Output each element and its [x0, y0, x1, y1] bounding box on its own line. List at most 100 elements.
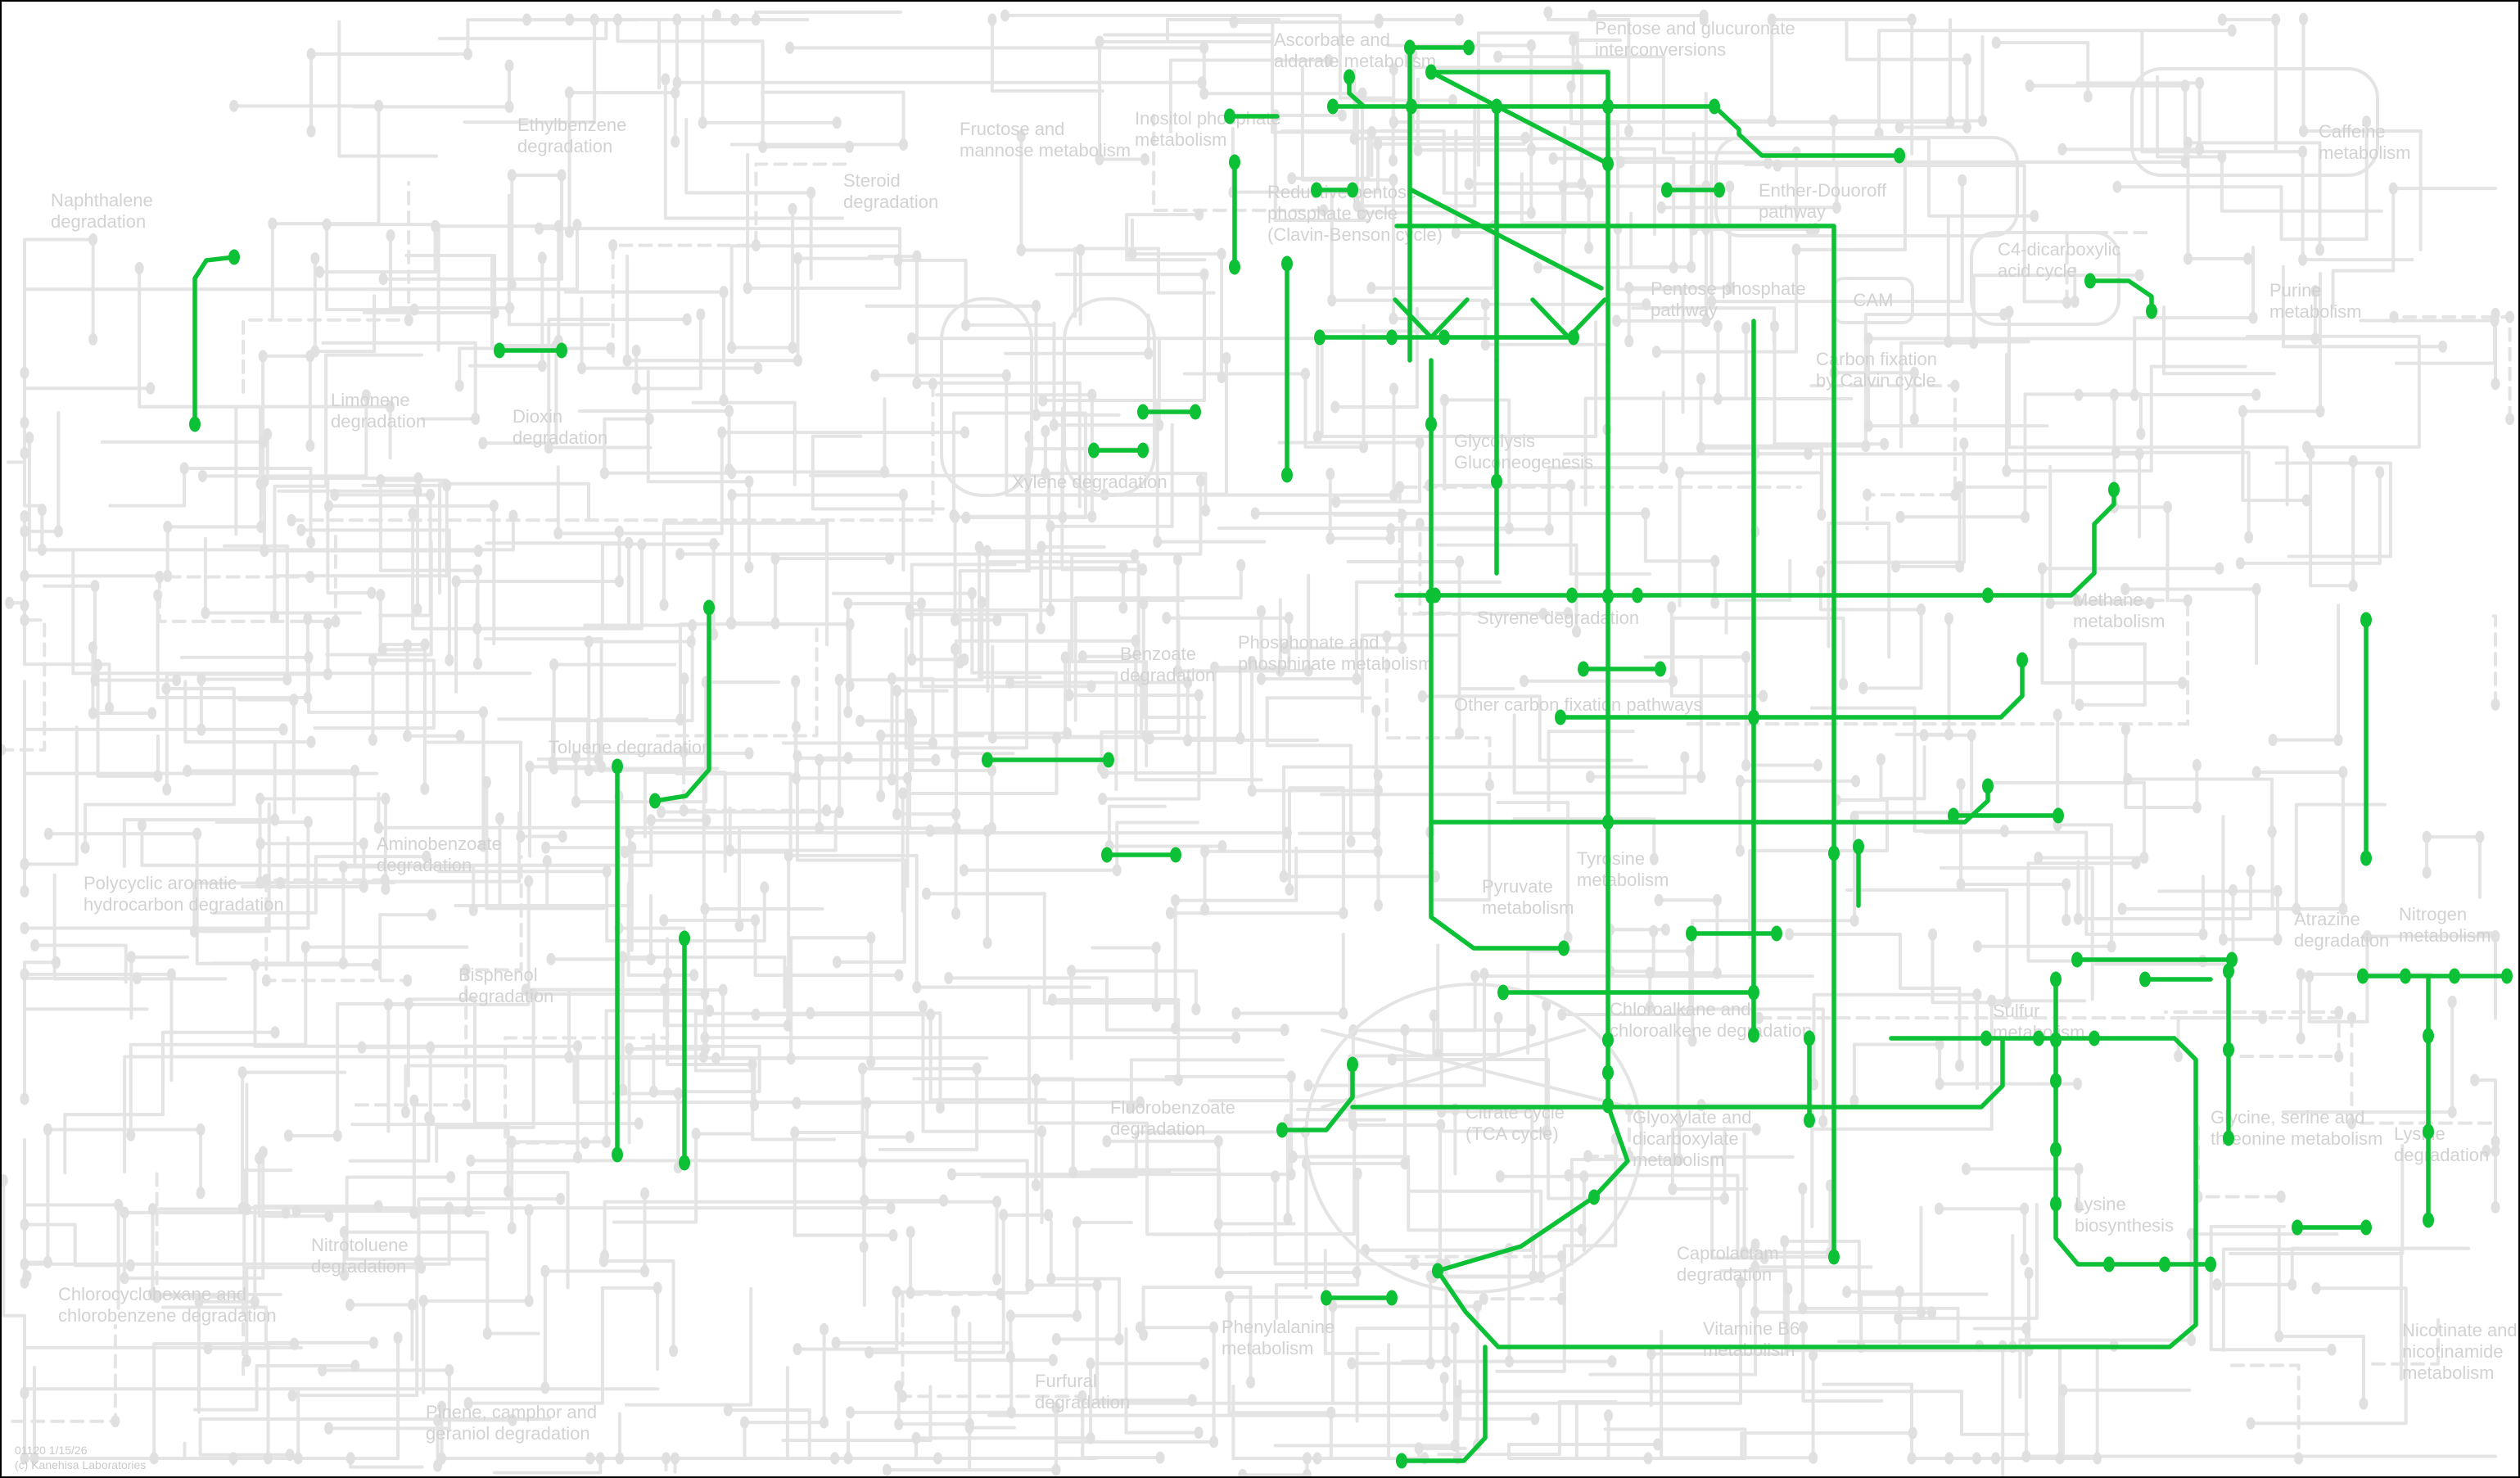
compound-node[interactable] [556, 342, 567, 359]
compound-node[interactable] [1555, 709, 1566, 725]
compound-node[interactable] [1229, 154, 1240, 170]
compound-node[interactable] [1602, 1032, 1614, 1048]
pathway-label-phenylalanine-metabolism[interactable]: Phenylalanine metabolism [1222, 1317, 1335, 1358]
compound-node[interactable] [1948, 807, 1959, 824]
compound-node[interactable] [1661, 182, 1673, 198]
pathway-label-methane-metabolism[interactable]: Methane metabolism [2073, 590, 2165, 631]
pathway-label-benzoate-degradation[interactable]: Benzoate degradation [1120, 644, 1215, 685]
highlighted-pathway-nodes[interactable] [189, 39, 2513, 1469]
highlighted-pathway-edge[interactable] [1558, 658, 2025, 720]
compound-node[interactable] [1190, 404, 1201, 420]
compound-node[interactable] [1347, 182, 1358, 198]
compound-node[interactable] [612, 758, 623, 775]
compound-node[interactable] [1327, 98, 1339, 115]
pathway-label-pinene-camphor-geraniol-degradation[interactable]: Pinene, camphor and geraniol degradation [426, 1402, 597, 1444]
pathway-label-steroid-degradation[interactable]: Steroid degradation [843, 170, 938, 212]
compound-node[interactable] [1602, 156, 1614, 172]
compound-node[interactable] [2050, 971, 2062, 988]
compound-node[interactable] [2292, 1219, 2303, 1236]
compound-node[interactable] [2108, 481, 2120, 498]
pathway-label-fluorobenzoate-degradation[interactable]: Fluorobenzoate degradation [1110, 1097, 1235, 1139]
compound-node[interactable] [2103, 1256, 2115, 1272]
highlighted-pathway-edge[interactable] [1530, 297, 1571, 340]
highlighted-pathway-edge[interactable] [1330, 104, 1902, 158]
compound-node[interactable] [2226, 951, 2238, 968]
compound-node[interactable] [1229, 259, 1240, 275]
compound-node[interactable] [1602, 588, 1614, 604]
compound-node[interactable] [1404, 39, 1416, 56]
compound-node[interactable] [494, 342, 505, 359]
compound-node[interactable] [1748, 709, 1759, 725]
pathway-label-c4-dicarboxylic-acid-cycle[interactable]: C4-dicarboxylic acid cycle [1998, 239, 2120, 281]
highlighted-pathway-edge[interactable] [1399, 1345, 1488, 1463]
highlighted-pathway-edge[interactable] [2088, 278, 2154, 314]
compound-node[interactable] [1566, 587, 1578, 603]
compound-node[interactable] [1804, 1030, 1815, 1046]
compound-node[interactable] [1425, 64, 1437, 80]
compound-node[interactable] [1602, 1097, 1614, 1114]
compound-node[interactable] [2071, 951, 2083, 968]
pathway-label-polycyclic-aromatic-hydrocarbon-degradation[interactable]: Polycyclic aromatic hydrocarbon degradati… [84, 873, 284, 915]
highlighted-pathway-edge[interactable] [1429, 851, 1566, 951]
compound-node[interactable] [2423, 1212, 2434, 1228]
compound-node[interactable] [2146, 303, 2157, 319]
compound-node[interactable] [2205, 1256, 2216, 1272]
compound-node[interactable] [982, 752, 993, 768]
compound-node[interactable] [2423, 1123, 2434, 1140]
compound-node[interactable] [2050, 1073, 2062, 1089]
pathway-label-lysine-degradation[interactable]: Lysine degradation [2394, 1123, 2489, 1165]
pathway-label-toluene-degradation[interactable]: Toluene degradation [549, 737, 711, 757]
pathway-label-ethylbenzene-degradation[interactable]: Ethylbenzene degradation [517, 115, 626, 156]
compound-node[interactable] [1602, 98, 1614, 115]
highlighted-pathway-edge[interactable] [653, 605, 711, 803]
compound-node[interactable] [1497, 984, 1509, 1001]
pathway-label-pentose-phosphate-pathway[interactable]: Pentose phosphate pathway [1651, 278, 1806, 320]
compound-node[interactable] [2016, 652, 2028, 668]
highlighted-pathway-edge[interactable] [1429, 297, 1470, 340]
compound-node[interactable] [2033, 1030, 2044, 1046]
pathway-label-bisphenol-degradation[interactable]: Bisphenol degradation [458, 965, 553, 1006]
compound-node[interactable] [612, 1146, 623, 1163]
pathway-label-caprolactam-degradation[interactable]: Caprolactam degradation [1677, 1243, 1779, 1285]
compound-node[interactable] [1406, 98, 1417, 115]
highlighted-pathway-edge[interactable] [1280, 1062, 1355, 1132]
compound-node[interactable] [1980, 1030, 1992, 1046]
compound-node[interactable] [2139, 971, 2151, 988]
highlighted-pathway-edge[interactable] [1350, 1037, 2005, 1110]
pathway-label-pyruvate-metabolism[interactable]: Pyruvate metabolism [1482, 876, 1574, 918]
compound-node[interactable] [2159, 1256, 2170, 1272]
highlighted-pathway-edge[interactable] [1435, 1037, 2198, 1349]
highlighted-pathway-edge[interactable] [1394, 224, 1836, 487]
compound-node[interactable] [1602, 1064, 1614, 1081]
compound-node[interactable] [1396, 1453, 1407, 1469]
pathway-label-tyrosine-metabolism[interactable]: Tyrosine metabolism [1577, 848, 1669, 890]
pathway-label-atrazine-degradation[interactable]: Atrazine degradation [2294, 909, 2389, 951]
pathway-label-chloroalkane-chloroalkene-degradation[interactable]: Chloroalkane and chloroalkene degradation [1610, 999, 1812, 1041]
compound-node[interactable] [1771, 925, 1782, 942]
compound-node[interactable] [1602, 814, 1614, 830]
compound-node[interactable] [2053, 807, 2064, 824]
pathway-label-dioxin-degradation[interactable]: Dioxin degradation [513, 406, 607, 448]
pathway-label-other-carbon-fixation-pathways[interactable]: Other carbon fixation pathways [1454, 694, 1702, 715]
compound-node[interactable] [1558, 940, 1569, 956]
compound-node[interactable] [1137, 404, 1149, 420]
compound-node[interactable] [703, 599, 715, 616]
compound-node[interactable] [1588, 1189, 1600, 1205]
compound-node[interactable] [1432, 1263, 1443, 1279]
compound-node[interactable] [2449, 968, 2460, 984]
compound-node[interactable] [2084, 273, 2096, 289]
compound-node[interactable] [1088, 442, 1100, 459]
compound-node[interactable] [1748, 1027, 1759, 1043]
compound-node[interactable] [1578, 661, 1589, 677]
compound-node[interactable] [1224, 108, 1235, 124]
compound-node[interactable] [649, 793, 661, 809]
highlighted-pathway-edge[interactable] [2053, 977, 2213, 1267]
compound-node[interactable] [1894, 147, 1905, 164]
compound-node[interactable] [1714, 182, 1725, 198]
compound-node[interactable] [189, 416, 201, 432]
highlighted-pathway-edge[interactable] [1429, 70, 1610, 166]
compound-node[interactable] [1314, 329, 1325, 346]
compound-node[interactable] [228, 249, 240, 265]
compound-node[interactable] [2223, 1042, 2234, 1058]
compound-node[interactable] [1686, 925, 1697, 942]
